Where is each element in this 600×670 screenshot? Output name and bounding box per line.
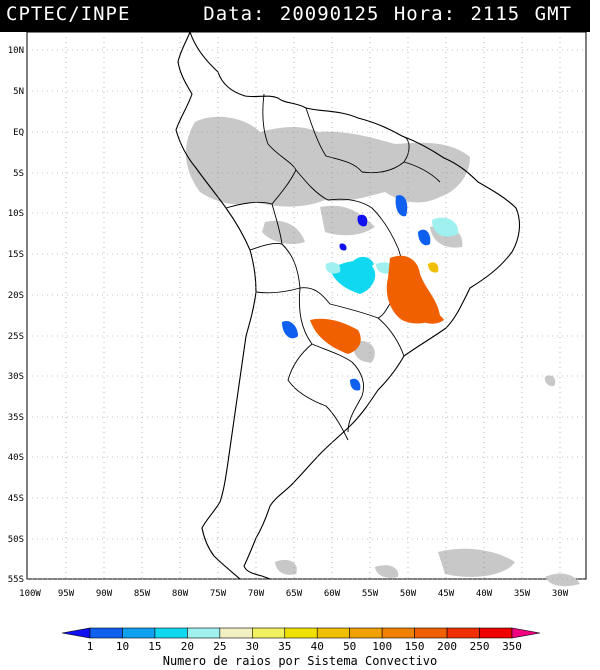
system-blue-2 (357, 214, 368, 227)
colorbar-tick-label: 250 (470, 640, 490, 653)
colorbar-segment (122, 627, 156, 639)
colorbar: 1 10 15 20 25 30 35 40 50 100 150 200 250 350 (61, 627, 541, 653)
lon-label: 65W (286, 589, 303, 599)
colorbar-segment (89, 627, 123, 639)
system-orange-1 (386, 255, 440, 324)
lat-label: 10N (8, 46, 24, 56)
lat-label: 5S (13, 169, 24, 179)
lat-label: EQ (13, 128, 24, 138)
colorbar-tick-label: 200 (437, 640, 457, 653)
map-header: CPTEC/INPE Data: 20090125 Hora: 2115 GMT (0, 0, 590, 32)
system-blue-1 (395, 195, 408, 217)
colorbar-segment (316, 627, 350, 639)
map-frame (26, 32, 587, 580)
organization-label: CPTEC/INPE (6, 3, 131, 25)
colorbar-segment (414, 627, 448, 639)
system-lightcyan-3 (432, 217, 459, 237)
colorbar-tick-label: 20 (181, 640, 194, 653)
lat-label: 20S (8, 291, 24, 301)
system-blue-3 (418, 229, 431, 246)
colorbar-segment (61, 627, 91, 639)
system-cyan-2 (352, 256, 374, 269)
colorbar-segment (349, 627, 383, 639)
colorbar-tick-label: 35 (278, 640, 291, 653)
lon-label: 100W (19, 589, 41, 599)
colorbar-tick-label: 40 (311, 640, 324, 653)
system-lightcyan-2 (376, 262, 393, 274)
lat-label: 35S (8, 413, 24, 423)
system-yellow-1 (428, 262, 439, 273)
lat-label: 40S (8, 453, 24, 463)
datetime-label: Data: 20090125 Hora: 2115 GMT (203, 3, 572, 25)
lat-label: 45S (8, 494, 24, 504)
lon-label: 50W (400, 589, 417, 599)
colorbar-tick-label: 25 (213, 640, 226, 653)
lon-label: 60W (324, 589, 341, 599)
system-lightcyan-1 (325, 262, 341, 274)
convective-systems (282, 195, 459, 391)
colorbar-title: Numero de raios por Sistema Convectivo (162, 654, 438, 668)
land-outline (175, 32, 521, 580)
colorbar-tick-label: 10 (116, 640, 129, 653)
colorbar-tick-label: 350 (502, 640, 522, 653)
lon-label: 40W (476, 589, 493, 599)
system-blue-6 (339, 243, 347, 251)
colorbar-segments (61, 627, 541, 639)
lon-label: 85W (134, 589, 151, 599)
colorbar-tick-label: 100 (372, 640, 392, 653)
colorbar-segment (479, 627, 513, 639)
lat-label: 10S (8, 209, 24, 219)
cloud-cover (185, 116, 580, 587)
colorbar-tick-label: 15 (148, 640, 161, 653)
colorbar-segment (446, 627, 480, 639)
lat-label: 30S (8, 372, 24, 382)
colorbar-segment (219, 627, 253, 639)
colorbar-tick-label: 150 (405, 640, 425, 653)
colorbar-segment (381, 627, 415, 639)
lon-label: 45W (438, 589, 455, 599)
lat-label: 5N (13, 87, 24, 97)
system-orange-2 (310, 318, 361, 354)
colorbar-segment (511, 627, 541, 639)
system-blue-4 (282, 320, 298, 339)
lon-label: 75W (210, 589, 227, 599)
lightning-map: 10N 5N EQ 5S 10S 15S 20S 25S 30S 35S 40S… (8, 32, 587, 599)
system-blue-5 (350, 378, 361, 391)
colorbar-tick-label: 1 (87, 640, 94, 653)
lon-label: 95W (58, 589, 75, 599)
graticule (27, 32, 586, 580)
lon-label: 70W (248, 589, 265, 599)
lat-label: 50S (8, 535, 24, 545)
colorbar-segment (154, 627, 188, 639)
system-orange-3 (410, 308, 444, 324)
lon-label: 55W (362, 589, 379, 599)
lon-labels: 100W 95W 90W 85W 80W 75W 70W 65W 60W 55W… (19, 589, 569, 599)
system-cyan-1 (330, 261, 376, 294)
colorbar-segment (284, 627, 318, 639)
lon-label: 35W (514, 589, 531, 599)
lat-labels: 10N 5N EQ 5S 10S 15S 20S 25S 30S 35S 40S… (8, 46, 24, 585)
colorbar-segment (252, 627, 286, 639)
lat-label: 55S (8, 575, 24, 585)
lon-label: 90W (96, 589, 113, 599)
lon-label: 30W (552, 589, 569, 599)
lat-label: 15S (8, 250, 24, 260)
lon-label: 80W (172, 589, 189, 599)
colorbar-tick-label: 30 (246, 640, 259, 653)
lat-label: 25S (8, 332, 24, 342)
colorbar-ticks: 1 10 15 20 25 30 35 40 50 100 150 200 250 350 (87, 640, 522, 653)
colorbar-tick-label: 50 (343, 640, 356, 653)
colorbar-segment (187, 627, 221, 639)
